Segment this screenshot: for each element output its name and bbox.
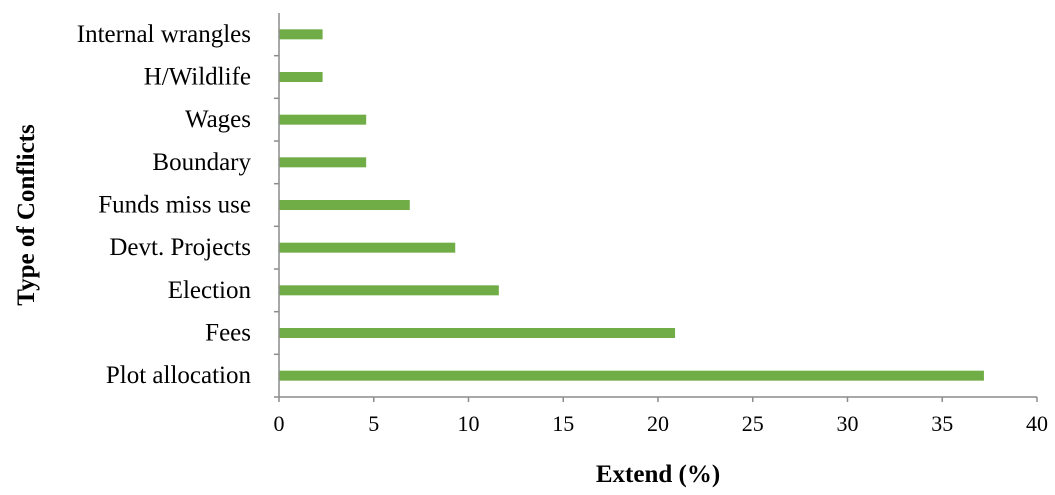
category-label: H/Wildlife [144,64,251,91]
x-tick-label: 20 [647,411,669,436]
bar [279,29,323,40]
category-label: Plot allocation [106,362,252,389]
x-tick-label: 25 [742,411,764,436]
x-tick-label: 0 [274,411,285,436]
category-label: Devt. Projects [109,234,251,261]
x-ticks-layer: 0 5 10 15 20 25 30 35 40 [274,397,1048,436]
bar [279,242,456,253]
bar [279,200,410,210]
bar [279,114,367,125]
x-tick-label: 30 [837,411,859,436]
bar [279,285,499,296]
x-tick-label: 35 [931,411,953,436]
category-label: Funds miss use [98,192,251,219]
category-label: Election [168,277,252,304]
x-tick-label: 5 [368,411,379,436]
bar [279,157,367,168]
x-tick-label: 15 [552,411,574,436]
bar [279,370,984,381]
bar [279,328,676,338]
bar [279,72,323,82]
x-axis-title: Extend (%) [596,461,720,488]
x-tick-label: 10 [458,411,480,436]
category-label: Fees [205,320,251,347]
category-labels-layer: Plot allocation Fees Election Devt. Project… [77,21,279,398]
category-label: Internal wrangles [77,21,251,48]
x-tick-label: 40 [1026,411,1048,436]
bars-layer [279,29,984,381]
category-label: Boundary [152,149,251,176]
category-label: Wages [185,106,251,133]
y-axis-title: Type of Conflicts [13,124,40,306]
